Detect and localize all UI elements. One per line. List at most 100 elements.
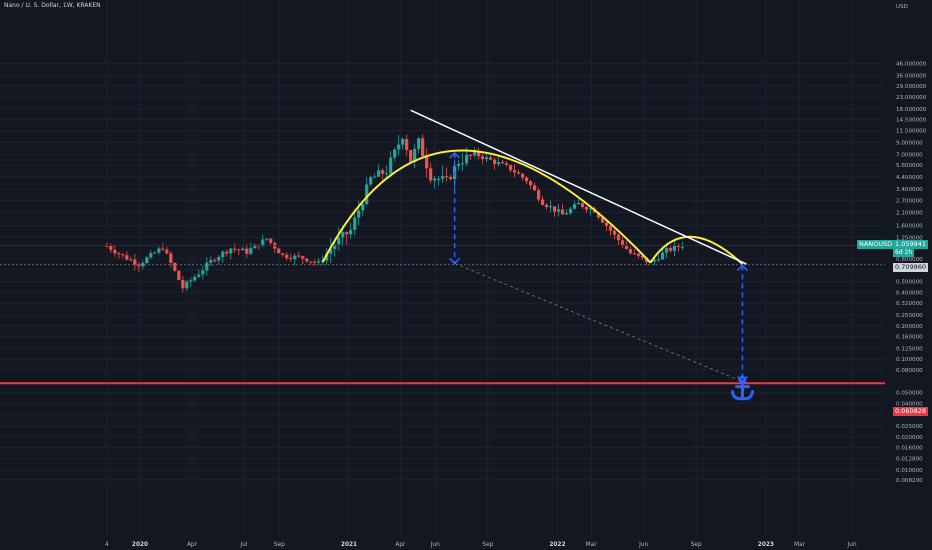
candle-body — [205, 262, 209, 271]
candle-body — [165, 249, 169, 254]
candle-body — [289, 258, 293, 260]
candle-body — [377, 170, 381, 177]
candle-body — [501, 162, 505, 164]
y-tick-label: 0.025000 — [896, 424, 923, 430]
candle-body — [564, 213, 569, 215]
candle-body — [528, 181, 533, 186]
candle-body — [381, 170, 385, 174]
y-tick-label: 29.000000 — [896, 84, 927, 90]
candle-body — [536, 190, 541, 200]
candle-body — [305, 258, 309, 262]
candle-body — [509, 164, 513, 171]
candle-body — [209, 260, 213, 263]
candle-body — [572, 204, 577, 209]
x-tick-label: Jun — [638, 542, 648, 548]
candle-body — [588, 208, 593, 210]
candle-body — [640, 255, 645, 258]
candle-body — [349, 229, 353, 235]
candle-body — [401, 139, 405, 145]
candle-body — [676, 245, 681, 247]
y-tick-label: 1.250000 — [896, 235, 923, 241]
candle-body — [177, 270, 181, 280]
candle-body — [105, 245, 109, 247]
anchor-icon — [730, 375, 754, 401]
candle-body — [668, 248, 673, 251]
x-tick-label: 2023 — [758, 542, 774, 548]
candle-body — [197, 274, 201, 277]
small-rounded-arc — [649, 235, 744, 265]
currency-label: USD — [896, 4, 908, 10]
candle-body — [125, 255, 129, 260]
neckline-price-label: 0.709860 — [893, 263, 929, 272]
candle-body — [297, 255, 301, 257]
candle-body — [616, 234, 621, 241]
candle-body — [385, 173, 389, 175]
rounded-top-arc — [321, 149, 652, 264]
candle-body — [449, 176, 453, 180]
candle-body — [249, 248, 253, 254]
candle-body — [325, 253, 329, 261]
candle-body — [580, 203, 585, 208]
candle-body — [241, 248, 245, 251]
candle-body — [161, 248, 165, 250]
candle-body — [117, 253, 121, 255]
candle-body — [560, 209, 565, 215]
y-tick-label: 0.016000 — [896, 446, 923, 452]
candle-body — [568, 208, 573, 214]
candle-body — [341, 232, 345, 238]
candle-body — [225, 251, 229, 254]
y-tick-label: 0.250000 — [896, 313, 923, 319]
candle-body — [620, 240, 625, 246]
candle-body — [181, 279, 185, 289]
candle-body — [285, 254, 289, 259]
candle-body — [425, 156, 429, 169]
arrow-head-top — [736, 264, 748, 271]
candle-body — [129, 259, 133, 261]
candle-body — [636, 253, 641, 256]
y-tick-label: 2.100000 — [896, 210, 923, 216]
y-tick-label: 0.100000 — [896, 357, 923, 363]
y-tick-label: 0.160000 — [896, 335, 923, 341]
candle-body — [145, 257, 149, 264]
y-tick-label: 46.000000 — [896, 62, 927, 68]
y-tick-label: 36.000000 — [896, 73, 927, 79]
target-price-label: 0.060828 — [893, 407, 929, 416]
x-tick-label: 2020 — [132, 542, 148, 548]
symbol-title: Nano / U. S. Dollar, 1W, KRAKEN — [4, 2, 101, 9]
candle-body — [365, 184, 369, 205]
x-tick-label: 4 — [105, 542, 109, 548]
anchor-flukes — [730, 390, 754, 401]
candle-body — [121, 254, 125, 256]
projection-guide-line — [454, 263, 743, 382]
candle-body — [516, 172, 521, 174]
candle-body — [656, 259, 661, 261]
y-tick-label: 4.400000 — [896, 175, 923, 181]
candle-body — [373, 176, 377, 178]
candle-body — [628, 249, 633, 254]
y-tick-label: 5.600000 — [896, 163, 923, 169]
candle-body — [345, 232, 349, 235]
candle-body — [353, 217, 357, 230]
candle-body — [461, 163, 465, 165]
y-tick-label: 0.040000 — [896, 401, 923, 407]
candle-body — [485, 157, 489, 160]
candle-body — [548, 206, 553, 208]
x-tick-label: Sep — [482, 542, 493, 548]
candle-body — [445, 176, 449, 178]
arrow-head-top — [449, 152, 461, 159]
y-tick-label: 18.000000 — [896, 107, 927, 113]
y-tick-label: 0.010000 — [896, 468, 923, 474]
candle-body — [608, 225, 613, 231]
x-tick-label: Jul — [239, 542, 247, 548]
y-tick-label: 0.320000 — [896, 301, 923, 307]
arrow-head-bottom — [449, 257, 461, 265]
candle-body — [317, 261, 321, 263]
candle-body — [672, 245, 677, 251]
candle-body — [333, 244, 337, 250]
symbol-badge: NANOUSD — [857, 240, 895, 249]
candle-body — [245, 248, 249, 254]
candle-body — [109, 245, 113, 250]
x-tick-label: Apr — [187, 542, 198, 548]
candle-body — [337, 237, 341, 245]
